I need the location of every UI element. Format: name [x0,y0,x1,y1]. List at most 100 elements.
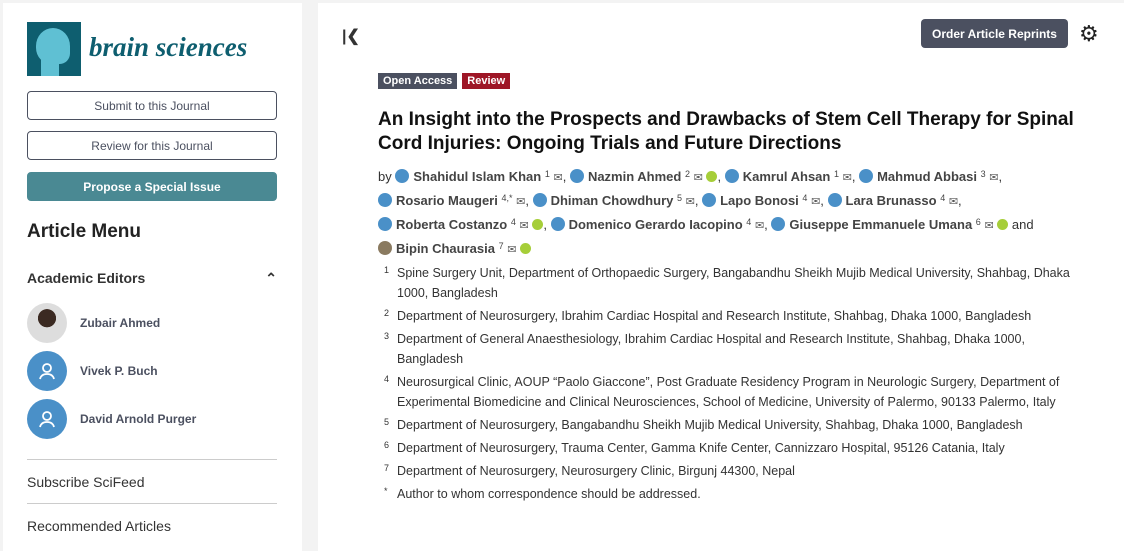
affiliation-ref: 2 [684,169,690,179]
mail-icon[interactable]: ✉ [754,220,765,232]
mail-icon[interactable]: ✉ [685,196,695,208]
editor-item[interactable]: Vivek P. Buch [27,351,158,391]
affiliation-ref: 5 [676,193,682,203]
mail-icon[interactable]: ✉ [811,196,821,208]
author-link[interactable]: Rosario Maugeri 4,* ✉ [378,193,525,208]
affiliation-number: 5 [384,417,390,427]
author-photo [378,241,392,255]
article-panel: |❮ Order Article Reprints ⚙ Open Access … [318,3,1124,551]
affiliation-ref: 6 [975,217,981,227]
mail-icon[interactable]: ✉ [984,220,994,232]
affiliation-number: 2 [384,308,390,318]
orcid-icon[interactable] [706,171,718,182]
orcid-icon[interactable] [997,219,1009,230]
sidebar: brain sciences Submit to this Journal Re… [3,3,302,551]
affiliation-text: Department of Neurosurgery, Trauma Cente… [397,441,1005,455]
author-link[interactable]: Lapo Bonosi 4 ✉ [702,193,820,208]
author-link[interactable]: Giuseppe Emmanuele Umana 6 ✉ [771,217,1009,232]
affiliation-number: 7 [384,463,390,473]
journal-logo[interactable]: brain sciences [27,22,247,76]
academic-editors-toggle[interactable]: Academic Editors ⌃ [27,270,277,287]
author-name: Roberta Costanzo [396,217,508,232]
author-name: Lapo Bonosi [720,193,799,208]
orcid-icon[interactable] [532,219,544,230]
user-icon [27,399,67,439]
mail-icon[interactable]: ✉ [507,244,517,256]
user-icon [378,193,392,207]
author-link[interactable]: Lara Brunasso 4 ✉ [827,193,959,208]
orcid-icon[interactable] [520,243,532,254]
user-icon [771,217,786,231]
review-badge: Review [462,73,511,89]
editor-name: Zubair Ahmed [80,316,161,330]
affiliation-ref: 4 [802,193,808,203]
affiliation-item: 3 Department of General Anaesthesiology, … [378,329,1078,369]
user-icon [859,169,874,183]
mail-icon[interactable]: ✉ [693,172,703,184]
affiliation-number: 6 [384,440,390,450]
brain-head-icon [27,22,81,76]
author-link[interactable]: Nazmin Ahmed 2 ✉ [569,169,718,184]
submit-button[interactable]: Submit to this Journal [27,91,277,120]
affiliation-text: Department of Neurosurgery, Bangabandhu … [397,418,1023,432]
user-icon [378,217,392,231]
journal-name: brain sciences [89,31,248,62]
mail-icon[interactable]: ✉ [948,196,959,208]
affiliation-item: 4 Neurosurgical Clinic, AOUP “Paolo Giacc… [378,372,1078,412]
propose-special-issue-button[interactable]: Propose a Special Issue [27,172,277,201]
author-name: Bipin Chaurasia [396,241,495,256]
author-link[interactable]: Bipin Chaurasia 7 ✉ [378,241,532,256]
order-reprints-button[interactable]: Order Article Reprints [921,19,1068,48]
chevron-up-icon: ⌃ [265,270,277,286]
review-button[interactable]: Review for this Journal [27,131,277,160]
open-access-badge: Open Access [378,73,458,89]
article-menu-title: Article Menu [27,221,142,242]
recommended-articles-link[interactable]: Recommended Articles [27,503,277,547]
author-link[interactable]: Roberta Costanzo 4 ✉ [378,217,544,232]
academic-editors-heading: Academic Editors [27,270,146,286]
user-icon [27,351,67,391]
author-list: by Shahidul Islam Khan 1 ✉, Nazmin Ahmed… [378,169,1034,256]
mail-icon[interactable]: ✉ [516,196,526,208]
editor-item[interactable]: David Arnold Purger [27,399,196,439]
editor-item[interactable]: Zubair Ahmed [27,303,160,343]
affiliation-ref: 4 [510,217,516,227]
user-icon [532,193,547,207]
affiliation-item: 7 Department of Neurosurgery, Neurosurger… [378,461,1078,481]
affiliation-item: 5 Department of Neurosurgery, Bangabandhu… [378,415,1078,435]
affiliation-text: Department of General Anaesthesiology, I… [397,332,1025,366]
author-link[interactable]: Kamrul Ahsan 1 ✉ [724,169,852,184]
affiliation-text: Neurosurgical Clinic, AOUP “Paolo Giacco… [397,375,1060,409]
author-link[interactable]: Mahmud Abbasi 3 ✉ [859,169,998,184]
mail-icon[interactable]: ✉ [519,220,529,232]
author-name: Lara Brunasso [845,193,937,208]
affiliation-number: 1 [384,265,390,275]
author-name: Kamrul Ahsan [742,169,831,184]
affiliation-item: 2 Department of Neurosurgery, Ibrahim Car… [378,306,1078,326]
user-icon [550,217,565,231]
author-name: Domenico Gerardo Iacopino [568,217,743,232]
author-link[interactable]: Shahidul Islam Khan 1 ✉ [395,169,563,184]
user-icon [702,193,717,207]
author-link[interactable]: Dhiman Chowdhury 5 ✉ [532,193,695,208]
and-label: and [1011,217,1034,232]
author-name: Mahmud Abbasi [877,169,977,184]
user-icon [724,169,739,183]
author-name: Giuseppe Emmanuele Umana [789,217,973,232]
author-name: Dhiman Chowdhury [550,193,674,208]
affiliation-ref: 7 [498,241,504,251]
affiliation-item: 6 Department of Neurosurgery, Trauma Cent… [378,438,1078,458]
author-link[interactable]: Domenico Gerardo Iacopino 4 ✉ [550,217,765,232]
gear-icon[interactable]: ⚙ [1079,21,1099,46]
subscribe-scifeed-link[interactable]: Subscribe SciFeed [27,459,277,503]
affiliation-text: Department of Neurosurgery, Neurosurgery… [397,464,795,478]
mail-icon[interactable]: ✉ [989,172,999,184]
user-icon [569,169,584,183]
editor-name: David Arnold Purger [80,412,197,426]
affiliation-item: 1 Spine Surgery Unit, Department of Ortho… [378,263,1078,303]
article-title: An Insight into the Prospects and Drawba… [378,109,1074,154]
collapse-left-icon[interactable]: |❮ [342,28,360,45]
mail-icon[interactable]: ✉ [842,172,852,184]
affiliation-ref: 4,* [501,193,513,203]
mail-icon[interactable]: ✉ [553,172,563,184]
